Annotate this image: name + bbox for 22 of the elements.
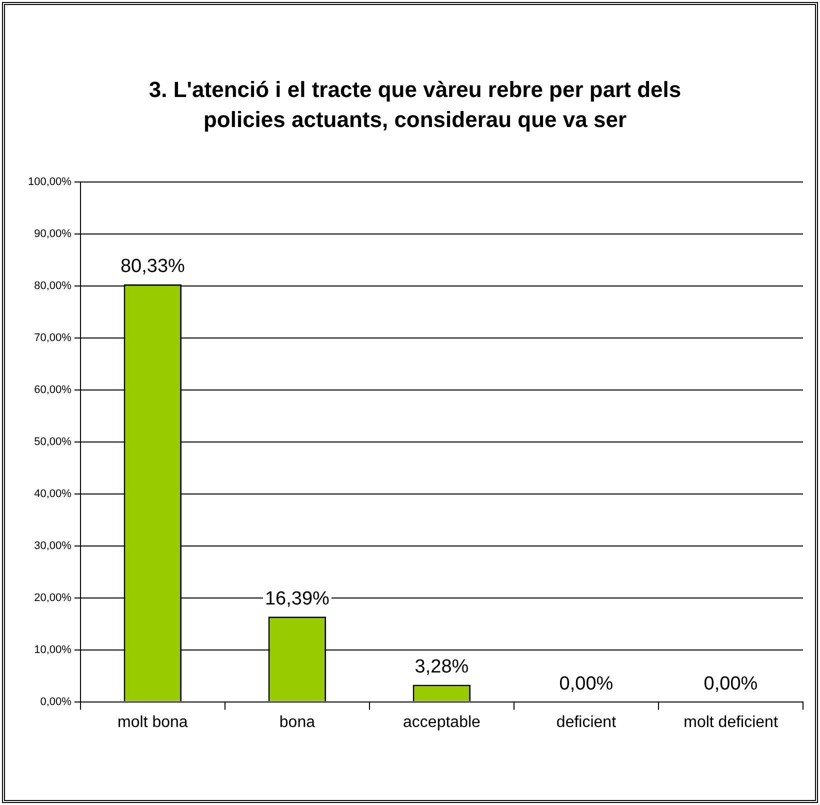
y-tick-label: 100,00%: [28, 176, 72, 188]
x-tick-label: deficient: [556, 714, 617, 731]
y-tick-label: 70,00%: [34, 332, 72, 344]
y-tick-label: 30,00%: [34, 540, 72, 552]
data-label: 3,28%: [414, 656, 469, 678]
x-tick-label: molt bona: [118, 714, 188, 731]
y-tick-label: 20,00%: [34, 592, 72, 604]
data-label: 0,00%: [704, 674, 758, 695]
y-tick-label: 0,00%: [40, 696, 72, 708]
data-label: 16,39%: [264, 588, 330, 610]
y-tick-label: 60,00%: [34, 384, 72, 396]
data-label: 0,00%: [559, 674, 614, 695]
y-tick-label: 90,00%: [34, 228, 72, 240]
y-tick-label: 40,00%: [34, 488, 72, 500]
x-tick-label: molt deficient: [684, 714, 778, 731]
x-tick-label: bona: [279, 714, 316, 731]
chart-title: 3. L'atenció i el tracte que vàreu rebre per part dels policies actuants, considerau que va ser: [148, 76, 682, 134]
x-tick-label: acceptable: [403, 714, 481, 731]
y-tick-label: 10,00%: [34, 644, 72, 656]
y-tick-label: 80,00%: [34, 280, 72, 292]
y-tick-label: 50,00%: [34, 436, 72, 448]
data-label: 80,33%: [120, 256, 186, 277]
